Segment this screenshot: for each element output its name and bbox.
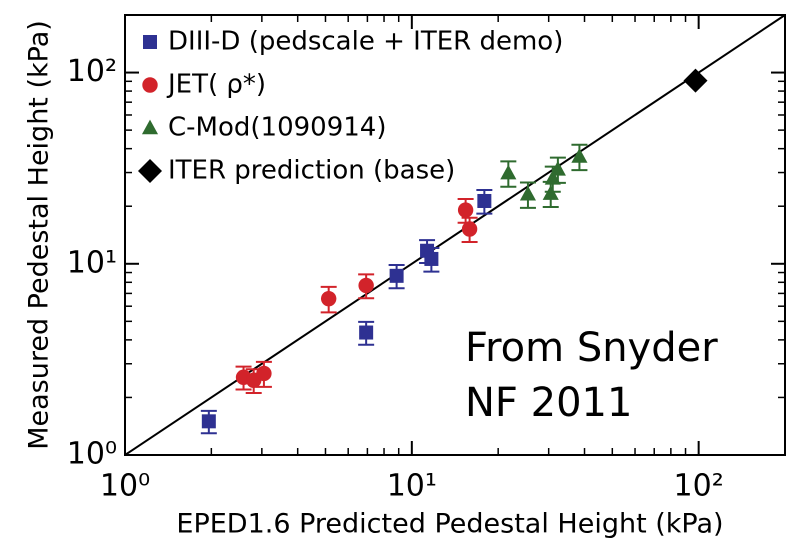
annotation: NF 2011 xyxy=(465,380,632,426)
x-axis-label: EPED1.6 Predicted Pedestal Height (kPa) xyxy=(176,509,723,540)
marker xyxy=(201,414,216,429)
y-tick-label: 10² xyxy=(67,54,117,89)
marker xyxy=(683,68,708,93)
marker xyxy=(320,290,337,307)
marker xyxy=(256,365,272,382)
legend-label: JET( ρ*) xyxy=(166,70,266,100)
marker xyxy=(142,77,158,93)
marker xyxy=(461,221,478,237)
x-tick-label: 10¹ xyxy=(387,469,437,504)
x-tick-label: 10² xyxy=(674,469,724,504)
marker xyxy=(457,202,474,218)
marker xyxy=(358,277,374,294)
x-tick-label: 10⁰ xyxy=(100,469,150,504)
marker xyxy=(477,193,492,208)
legend-label: DIII-D (pedscale + ITER demo) xyxy=(168,27,563,57)
legend-label: C-Mod(1090914) xyxy=(168,113,386,143)
marker xyxy=(359,325,374,340)
marker xyxy=(549,160,566,176)
y-tick-label: 10⁰ xyxy=(67,437,117,472)
marker xyxy=(141,119,159,135)
y-tick-label: 10¹ xyxy=(67,245,117,280)
marker xyxy=(519,185,536,201)
marker xyxy=(544,169,561,185)
marker xyxy=(143,35,157,49)
legend-label: ITER prediction (base) xyxy=(168,156,455,186)
marker xyxy=(389,268,404,283)
y-axis-label: Measured Pedestal Height (kPa) xyxy=(24,20,55,450)
reference-line xyxy=(124,14,786,456)
marker xyxy=(500,164,517,180)
marker xyxy=(138,159,162,183)
annotation: From Snyder xyxy=(465,325,718,371)
marker xyxy=(424,251,439,266)
plot-frame xyxy=(124,14,786,456)
marker xyxy=(571,148,588,163)
